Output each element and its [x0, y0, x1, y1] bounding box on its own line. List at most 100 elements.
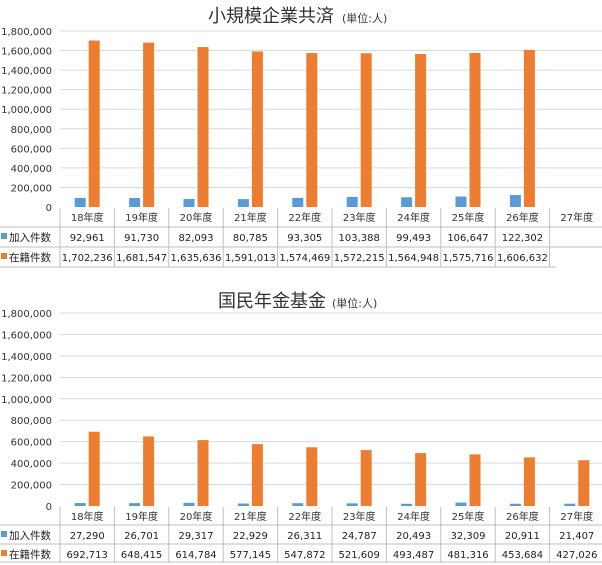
chart1-bar-join: [292, 197, 304, 207]
chart1-ytick-label: 1,600,000: [1, 47, 52, 58]
chart2-ytick-label: 600,000: [11, 438, 52, 449]
chart2-ytick-label: 200,000: [11, 481, 52, 492]
chart2-category-label: 27年度: [560, 510, 593, 523]
chart2-table-cell: 481,316: [447, 550, 488, 561]
chart2-bar-join: [183, 502, 195, 506]
chart2-bar-join: [292, 503, 304, 506]
chart2-bar-enrolled: [251, 444, 263, 506]
chart1-series-label: 在籍件数: [9, 251, 51, 264]
chart1-category-label: 21年度: [234, 211, 267, 224]
chart2-bar-enrolled: [143, 436, 155, 506]
chart2-category-label: 20年度: [180, 510, 213, 523]
chart1-bar-enrolled: [415, 53, 427, 207]
chart1-bar-enrolled: [88, 40, 100, 208]
chart2-table-cell: 29,317: [179, 531, 214, 542]
chart1-ytick-label: 400,000: [11, 164, 52, 175]
chart2-table-cell: 692,713: [67, 550, 108, 561]
chart1-ytick-label: 1,000,000: [1, 105, 52, 116]
chart1-table-cell: 1,681,547: [116, 253, 167, 264]
chart1-table-cell: 106,647: [447, 233, 488, 244]
chart1-legend-swatch: [1, 253, 7, 259]
chart2-ytick-label: 1,400,000: [1, 352, 52, 363]
chart2-legend-swatch: [1, 550, 7, 556]
chart1-category-label: 25年度: [452, 211, 485, 224]
chart2-bar-join: [237, 503, 249, 506]
chart2-table-cell: 22,929: [233, 531, 268, 542]
chart1-table-cell: 80,785: [233, 233, 268, 244]
chart1-bar-join: [509, 195, 521, 207]
chart2-bar-enrolled: [523, 457, 535, 506]
chart2-legend-swatch: [1, 531, 7, 537]
chart1-category-label: 24年度: [397, 211, 430, 224]
chart1-category-label: 27年度: [560, 211, 593, 224]
chart1-bar-enrolled: [360, 53, 372, 208]
chart2-table-cell: 27,290: [70, 531, 105, 542]
chart2-bar-join: [455, 502, 467, 506]
chart2-bar-enrolled: [469, 454, 481, 506]
chart2-table-cell: 26,311: [287, 531, 322, 542]
chart2-category-label: 19年度: [125, 510, 158, 523]
chart2-table-cell: 614,784: [175, 550, 216, 561]
chart1-bar-join: [183, 198, 195, 207]
chart1-table-cell: 103,388: [339, 233, 380, 244]
chart1-table-cell: 91,730: [124, 233, 159, 244]
chart1-bar-join: [401, 197, 413, 207]
chart2-table-cell: 24,787: [342, 531, 377, 542]
chart2-ytick-label: 1,600,000: [1, 330, 52, 341]
chart2-bar-join: [401, 503, 413, 506]
chart2-bar-enrolled: [578, 460, 590, 506]
chart2-ytick-label: 800,000: [11, 416, 52, 427]
chart1-ytick-label: 0: [46, 203, 52, 214]
chart1-table-cell: 93,305: [287, 233, 322, 244]
chart1-bar-enrolled: [306, 53, 318, 208]
chart1-ytick-label: 600,000: [11, 144, 52, 155]
chart2-table-cell: 32,309: [451, 531, 486, 542]
chart2-table-cell: 453,684: [502, 550, 543, 561]
chart2-category-label: 24年度: [397, 510, 430, 523]
chart2-bar-enrolled: [415, 453, 427, 506]
chart2-category-label: 18年度: [71, 510, 104, 523]
chart2-table-cell: 20,911: [505, 531, 540, 542]
chart1-table-cell: 92,961: [70, 233, 105, 244]
chart2-table-cell: 427,026: [556, 550, 597, 561]
chart2-table-cell: 26,701: [124, 531, 159, 542]
chart2-category-label: 26年度: [506, 510, 539, 523]
chart1-category-label: 23年度: [343, 211, 376, 224]
chart2-bar-join: [74, 503, 86, 506]
chart2-bar-join: [129, 503, 141, 506]
chart2-bar-enrolled: [360, 450, 372, 506]
chart2-category-label: 21年度: [234, 510, 267, 523]
chart1-table-cell: 82,093: [179, 233, 214, 244]
chart1-ytick-label: 800,000: [11, 125, 52, 136]
chart2-ytick-label: 1,000,000: [1, 395, 52, 406]
chart1-table-cell: 1,606,632: [497, 253, 548, 264]
chart1-table-cell: 1,591,013: [225, 253, 276, 264]
chart1-bar-enrolled: [197, 47, 209, 207]
chart2-bar-join: [564, 503, 576, 506]
chart2-table-cell: 493,487: [393, 550, 434, 561]
chart1-bar-enrolled: [251, 51, 263, 208]
chart1-ytick-label: 1,800,000: [1, 27, 52, 38]
chart1-bar-join: [346, 196, 358, 207]
chart1-table-cell: 1,635,636: [171, 253, 222, 264]
chart2-series-label: 加入件数: [9, 529, 51, 542]
chart2-bar-join: [346, 503, 358, 506]
chart2-bar-enrolled: [306, 447, 318, 506]
chart2-table-cell: 21,407: [559, 531, 594, 542]
chart1-table-cell: 99,493: [396, 233, 431, 244]
chart2-table-cell: 20,493: [396, 531, 431, 542]
chart2-category-label: 25年度: [452, 510, 485, 523]
chart2-ytick-label: 0: [46, 502, 52, 513]
chart1-category-label: 22年度: [288, 211, 321, 224]
chart1-ytick-label: 1,400,000: [1, 66, 52, 77]
chart2-ytick-label: 1,200,000: [1, 373, 52, 384]
chart1-table-cell: 1,572,215: [334, 253, 385, 264]
chart1-bar-join: [237, 199, 249, 207]
chart2-category-label: 23年度: [343, 510, 376, 523]
chart1-bar-join: [74, 197, 86, 207]
chart1-table-cell: 1,574,469: [279, 253, 330, 264]
chart2-table-cell: 577,145: [230, 550, 271, 561]
chart2-title: 国民年金基金: [218, 291, 326, 312]
chart1-ytick-label: 200,000: [11, 183, 52, 194]
chart2-unit: (単位:人): [332, 296, 377, 310]
